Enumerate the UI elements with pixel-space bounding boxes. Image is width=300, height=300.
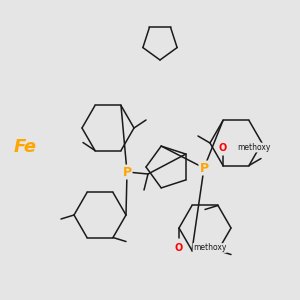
Text: Fe: Fe — [14, 138, 37, 156]
Text: P: P — [200, 161, 208, 175]
Text: P: P — [122, 166, 132, 178]
Text: O: O — [219, 142, 227, 152]
Text: O: O — [175, 243, 183, 253]
Text: methoxy: methoxy — [237, 143, 270, 152]
Text: methoxy: methoxy — [193, 244, 226, 253]
